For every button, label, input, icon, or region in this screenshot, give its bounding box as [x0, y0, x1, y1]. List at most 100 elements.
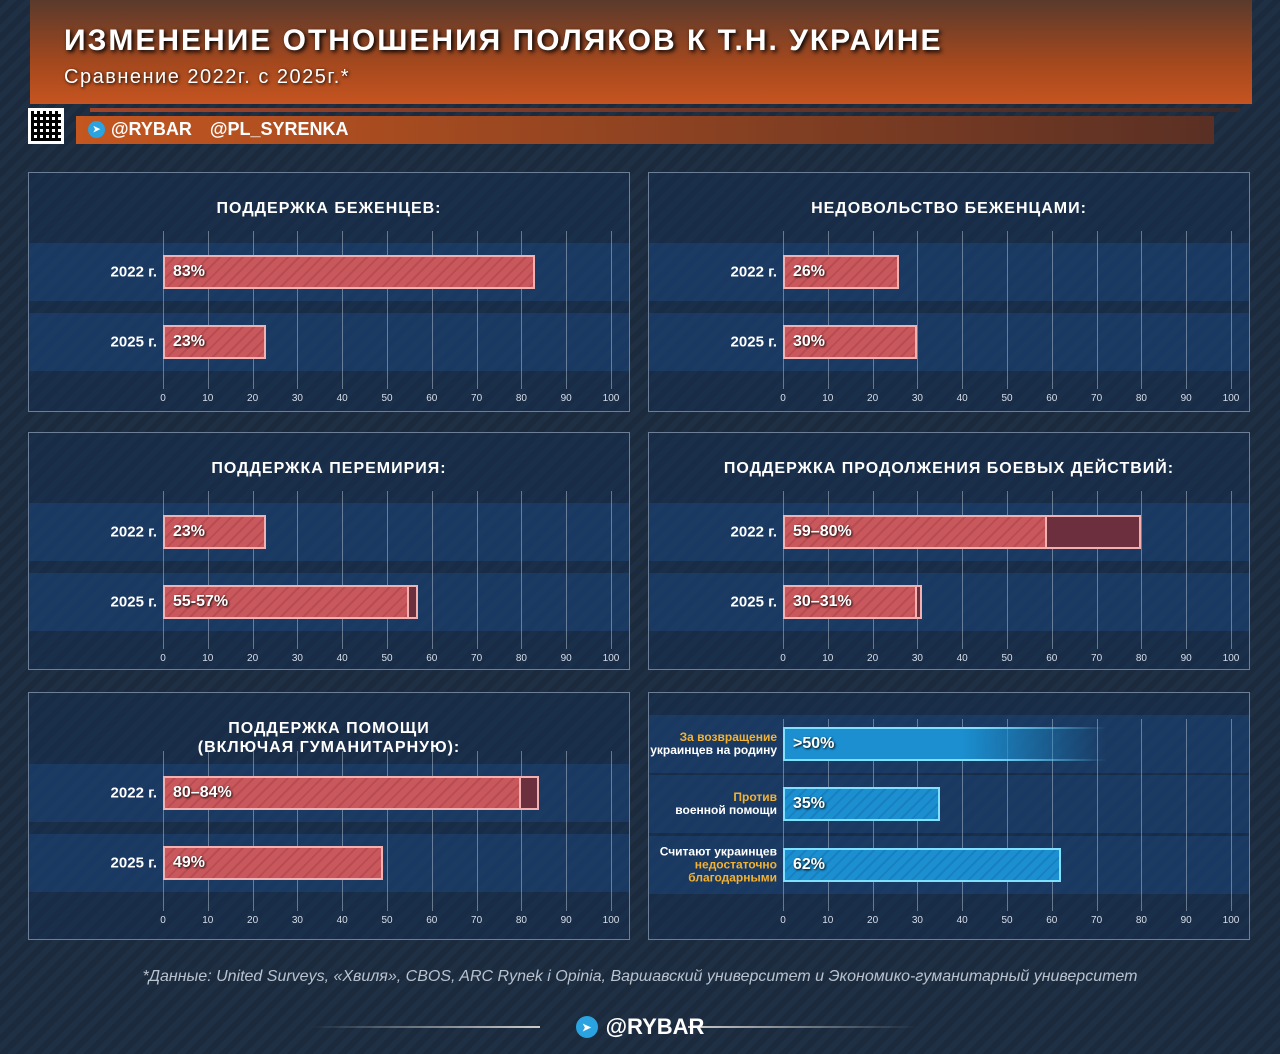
- x-tick-label: 40: [336, 915, 348, 926]
- x-tick-label: 90: [560, 653, 572, 664]
- gridline: [566, 491, 568, 649]
- gridline: [342, 751, 344, 911]
- category-label: 2025 г.: [730, 593, 777, 611]
- gridline: [163, 751, 164, 911]
- x-tick-label: 70: [471, 393, 483, 404]
- x-tick-label: 30: [911, 393, 923, 404]
- gridline: [342, 231, 344, 389]
- footnote: *Данные: United Surveys, «Хвиля», CBOS, …: [142, 968, 1138, 985]
- gridline: [1186, 231, 1188, 389]
- gridline: [962, 719, 964, 911]
- footer-brand-label: @RYBAR: [605, 1014, 705, 1039]
- category-label-line: недостаточно: [694, 857, 777, 872]
- gridline: [566, 751, 568, 911]
- category-label: 2022 г.: [110, 523, 157, 541]
- handle-pl-syrenka: @PL_SYRENKA: [209, 119, 349, 139]
- chart-title: ПОДДЕРЖКА ПОМОЩИ: [228, 720, 430, 737]
- x-tick-label: 70: [471, 653, 483, 664]
- header-banner: ИЗМЕНЕНИЕ ОТНОШЕНИЯ ПОЛЯКОВ К Т.Н. УКРАИ…: [30, 0, 1252, 104]
- gridline: [476, 491, 478, 649]
- x-tick-label: 60: [1046, 653, 1058, 664]
- chart-title: ПОДДЕРЖКА БЕЖЕНЦЕВ:: [216, 200, 442, 217]
- gridline: [521, 751, 523, 911]
- gridline: [207, 751, 209, 911]
- x-tick-label: 100: [602, 393, 620, 404]
- x-tick-label: 30: [911, 653, 923, 664]
- bar: 59–80%: [783, 515, 1048, 549]
- x-tick-label: 40: [956, 915, 968, 926]
- chart-panel: 0 10 20 30 40 50 60 70 80 90 100 За возвращение укра…: [648, 692, 1250, 940]
- category-label: 2025 г.: [110, 593, 157, 611]
- x-tick-label: 100: [602, 915, 620, 926]
- gridline: [917, 231, 919, 389]
- bar-value-label: >50%: [793, 735, 835, 752]
- gridline: [431, 231, 433, 389]
- gridline: [1141, 231, 1143, 389]
- row-band: [29, 503, 629, 561]
- bar-range-extension: [409, 585, 419, 619]
- chart-panel: ПОДДЕРЖКА ПЕРЕМИРИЯ: 0 10 20 30 40 50 60 70 80 90 1…: [28, 432, 630, 670]
- handles: ➤ @RYBAR @PL_SYRENKA: [88, 119, 348, 140]
- bar: 35%: [783, 787, 940, 821]
- bar: 55-57%: [163, 585, 410, 619]
- category-label: 2022 г.: [110, 263, 157, 281]
- x-tick-label: 10: [202, 653, 214, 664]
- x-tick-label: 50: [381, 393, 393, 404]
- gridline: [163, 491, 164, 649]
- x-tick-label: 60: [1046, 393, 1058, 404]
- category-label: Считают украинцев недостаточно благодарным…: [660, 845, 777, 885]
- gridline: [252, 231, 254, 389]
- chart-panel: ПОДДЕРЖКА ПРОДОЛЖЕНИЯ БОЕВЫХ ДЕЙСТВИЙ: 0 1…: [648, 432, 1250, 670]
- gridline: [1096, 491, 1098, 649]
- category-label-line: Против: [733, 790, 777, 804]
- x-tick-label: 0: [160, 653, 166, 664]
- gridline: [917, 491, 919, 649]
- gridline: [1231, 719, 1232, 911]
- gridline: [207, 491, 209, 649]
- x-tick-label: 0: [160, 393, 166, 404]
- x-tick-label: 20: [247, 653, 259, 664]
- bar: 23%: [163, 515, 267, 549]
- category-label: 2022 г.: [730, 263, 777, 281]
- gridline: [1051, 491, 1053, 649]
- bar-value-label: 26%: [793, 263, 826, 280]
- bar-range-extension: [1047, 515, 1142, 549]
- bar-value-label: 30%: [793, 333, 826, 350]
- bar: 26%: [783, 255, 900, 289]
- bar-range-extension: [917, 585, 922, 619]
- gridline: [297, 751, 299, 911]
- gridline: [521, 231, 523, 389]
- row-band: [649, 573, 1249, 631]
- x-tick-label: 80: [1135, 915, 1147, 926]
- x-tick-label: 0: [160, 915, 166, 926]
- gridline: [252, 751, 254, 911]
- chart-title-line2: (ВКЛЮЧАЯ ГУМАНИТАРНУЮ):: [197, 739, 461, 756]
- gridline: [476, 751, 478, 911]
- x-tick-label: 30: [291, 393, 303, 404]
- footer-brand: ➤ @RYBAR: [0, 1014, 1280, 1040]
- x-tick-label: 40: [336, 393, 348, 404]
- x-tick-label: 100: [1222, 393, 1240, 404]
- category-label-line: благодарными: [688, 870, 777, 885]
- bar: 80–84%: [163, 776, 522, 810]
- x-tick-label: 30: [291, 915, 303, 926]
- category-label-line: военной помощи: [675, 803, 777, 817]
- handle-rybar: @RYBAR: [111, 119, 192, 139]
- x-tick-label: 70: [1091, 393, 1103, 404]
- gridline: [827, 491, 829, 649]
- gridline: [1007, 719, 1008, 911]
- x-tick-label: 50: [1001, 653, 1013, 664]
- x-tick-label: 30: [291, 653, 303, 664]
- row-band: [649, 243, 1249, 301]
- chart-panel: НЕДОВОЛЬСТВО БЕЖЕНЦАМИ: 0 10 20 30 40 50 60 70 80…: [648, 172, 1250, 412]
- category-label: 2022 г.: [110, 784, 157, 802]
- gridline: [1051, 719, 1053, 911]
- category-label: За возвращение украинцев на родину: [650, 731, 777, 757]
- chart-title: ПОДДЕРЖКА ПРОДОЛЖЕНИЯ БОЕВЫХ ДЕЙСТВИЙ:: [723, 460, 1175, 477]
- x-tick-label: 50: [1001, 393, 1013, 404]
- gridline: [872, 491, 874, 649]
- category-label: 2025 г.: [110, 333, 157, 351]
- x-tick-label: 80: [1135, 393, 1147, 404]
- x-tick-label: 10: [822, 393, 834, 404]
- x-tick-label: 20: [867, 393, 879, 404]
